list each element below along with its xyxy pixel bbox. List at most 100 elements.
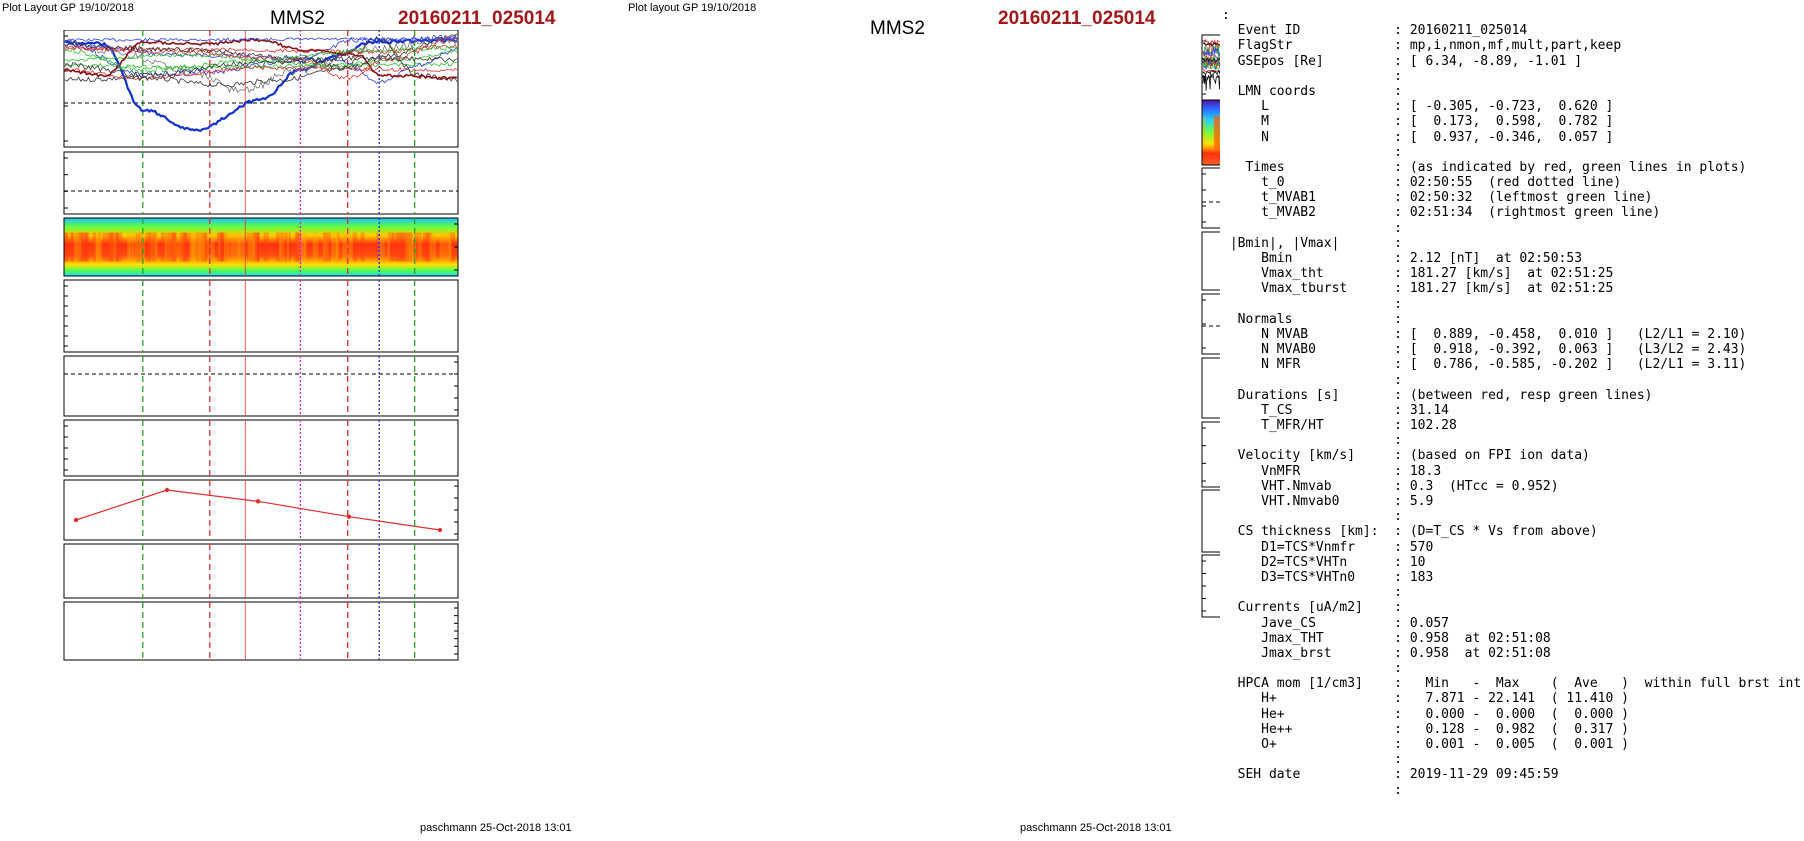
spectrogram-streak [217, 232, 221, 262]
spectrogram-streak [79, 232, 88, 262]
data-series [64, 44, 458, 55]
spectrogram-streak [417, 232, 422, 262]
spectrogram-streak [449, 232, 456, 262]
info-line: CS thickness [km]: : (D=T_CS * Vs from a… [1222, 524, 1598, 540]
spectrogram-streak [322, 232, 329, 262]
spectrogram-streak [296, 232, 302, 262]
spectrogram-streak [139, 232, 145, 262]
panel-left-0 [63, 30, 459, 148]
data-series [64, 36, 458, 94]
spectrogram-streak [186, 232, 192, 262]
panel-frame [1201, 489, 1220, 553]
spectrogram-streak [93, 232, 101, 262]
panel-frame [63, 543, 459, 599]
info-line: LMN coords : [1222, 83, 1403, 99]
spectrogram-streak [352, 232, 358, 262]
info-line: T_MFR/HT : 102.28 [1222, 418, 1457, 434]
spectrogram-streak [127, 232, 130, 262]
panel-middle-6 [1201, 72, 1220, 488]
panel-frame [63, 419, 459, 477]
data-series [64, 36, 458, 81]
info-line: N MVAB0 : [ 0.918, -0.392, 0.063 ] (L3/L… [1222, 342, 1747, 358]
spectrogram-streak [408, 232, 413, 262]
info-line: M : [ 0.173, 0.598, 0.782 ] [1222, 114, 1614, 130]
spectrogram-streak [135, 232, 142, 262]
spectrogram-streak [96, 232, 103, 262]
spectrogram-streak [386, 232, 390, 262]
info-line: He++ : 0.128 - 0.982 ( 0.317 ) [1222, 721, 1629, 737]
panel-frame [63, 355, 459, 417]
info-line: : [1222, 8, 1230, 23]
info-line: : [1222, 433, 1403, 449]
spectrogram-streak [79, 232, 88, 262]
spectrogram-streak [105, 232, 111, 262]
spectrogram [1202, 100, 1220, 165]
spectrogram-streak [404, 232, 413, 262]
spectrogram-streak [229, 232, 233, 262]
info-line: Currents [uA/m2] : [1222, 600, 1403, 616]
info-line: : [1222, 220, 1403, 236]
spectrogram-streak [1218, 116, 1220, 149]
info-line: He+ : 0.000 - 0.000 ( 0.000 ) [1222, 706, 1629, 722]
spectrogram-streak [301, 232, 306, 262]
spectrogram-streak [312, 232, 319, 262]
spectrogram-streak [74, 232, 82, 262]
panel-frame [1201, 99, 1220, 166]
event-info-panel: : Event ID : 20160211_025014 FlagStr : m… [1222, 8, 1800, 828]
spectrogram-streak [449, 232, 452, 262]
spectrogram-streak [199, 232, 206, 262]
spectrogram-streak [192, 232, 198, 262]
spectrogram-streak [409, 232, 413, 262]
spectrogram-streak [296, 232, 300, 262]
spectrogram-streak [180, 232, 184, 262]
spectrogram-streak [154, 232, 158, 262]
spectrogram-streak [92, 232, 97, 262]
spectrogram-streak [164, 232, 169, 262]
spectrogram-streak [129, 232, 135, 262]
info-line: Jmax_brst : 0.958 at 02:51:08 [1222, 645, 1551, 661]
info-line: Normals : [1222, 311, 1403, 327]
panel-frame [1201, 421, 1220, 488]
spectrogram-streak [323, 232, 327, 262]
left-spacecraft-title: MMS2 [270, 8, 325, 29]
left-event-title: 20160211_025014 [398, 8, 556, 29]
spectrogram-streak [376, 232, 380, 262]
middle-event-title: 20160211_025014 [998, 8, 1156, 29]
spectrogram-streak [171, 232, 176, 262]
panel-middle-4 [1201, 54, 1220, 355]
spectrogram-streak [85, 232, 90, 262]
spectrogram-streak [224, 232, 230, 262]
spectrogram-streak [360, 232, 365, 262]
spectrogram-streak [172, 232, 177, 262]
info-line: : [1222, 372, 1403, 388]
spectrogram-streak [237, 232, 241, 262]
he-plus-series-line [75, 489, 441, 531]
spectrogram-streak [288, 232, 291, 262]
info-line: D1=TCS*Vnmfr : 570 [1222, 539, 1434, 555]
info-line: : [1222, 68, 1403, 84]
data-series [64, 37, 458, 81]
spectrogram-streak [102, 232, 106, 262]
info-line: Durations [s] : (between red, resp green… [1222, 387, 1653, 403]
spectrogram-streak [189, 232, 195, 262]
info-line: : [1222, 782, 1403, 798]
info-line: SEH date : 2019-11-29 09:45:59 [1222, 767, 1559, 783]
spectrogram-streak [193, 232, 201, 262]
spectrogram-streak [1213, 116, 1220, 149]
spectrogram-streak [286, 232, 289, 262]
info-line: Velocity [km/s] : (based on FPI ion data… [1222, 448, 1590, 464]
info-line: D2=TCS*VHTn : 10 [1222, 554, 1426, 570]
panel-left-2 [63, 217, 459, 277]
spectrogram-streak [168, 232, 177, 262]
panel-frame [1201, 34, 1220, 101]
info-line: N : [ 0.937, -0.346, 0.057 ] [1222, 129, 1614, 145]
spectrogram-streak [78, 232, 83, 262]
info-line: H+ : 7.871 - 22.141 ( 11.410 ) [1222, 691, 1629, 707]
spectrogram-streak [1214, 116, 1219, 149]
spectrogram-streak [263, 232, 269, 262]
spectrogram-streak [439, 232, 447, 262]
spectrogram-streak [160, 232, 168, 262]
spectrogram-streak [257, 232, 260, 262]
info-line: : [1222, 509, 1403, 525]
spectrogram-streak [219, 232, 227, 262]
